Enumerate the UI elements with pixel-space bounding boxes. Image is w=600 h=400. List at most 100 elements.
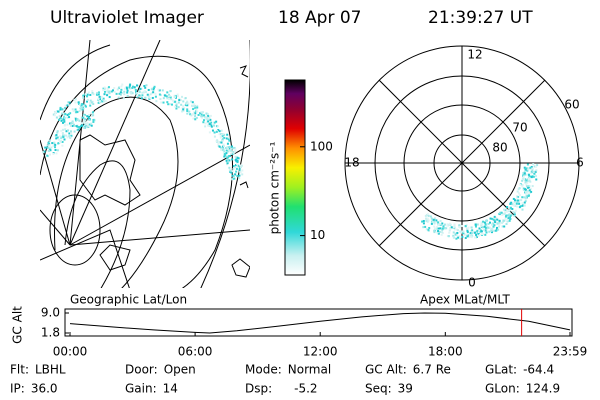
emission-pixel [240,164,243,167]
emission-pixel [74,98,77,101]
emission-pixel [82,96,85,99]
emission-pixel [508,217,511,220]
emission-pixel [525,185,528,188]
lat-label: 70 [512,121,527,135]
emission-pixel [195,110,198,113]
emission-pixel [512,210,515,213]
emission-pixel [434,227,437,230]
emission-pixel [496,222,499,225]
emission-pixel [85,126,88,129]
emission-pixel [437,221,440,224]
emission-pixel [441,228,444,231]
emission-pixel [466,229,469,232]
emission-pixel [480,230,483,233]
emission-pixel [504,211,507,214]
emission-pixel [504,215,507,218]
emission-pixel [186,112,189,115]
emission-pixel [525,196,528,199]
emission-pixel [193,114,196,117]
emission-pixel [200,111,203,114]
emission-pixel [169,103,172,106]
emission-pixel [74,101,77,104]
emission-pixel [535,175,538,178]
emission-pixel [479,230,482,233]
emission-pixel [141,91,144,94]
emission-pixel [47,146,50,149]
emission-pixel [516,202,519,205]
emission-pixel [447,235,450,238]
emission-pixel [464,236,467,239]
emission-pixel [522,188,525,191]
emission-pixel [518,192,521,195]
emission-pixel [52,144,55,147]
emission-pixel [67,113,70,116]
info-label: Mode: [245,363,282,377]
emission-pixel [48,144,51,147]
emission-pixel [433,222,436,225]
emission-pixel [59,108,62,111]
emission-pixel [68,104,71,107]
emission-pixel [70,122,73,125]
emission-pixel [129,83,132,86]
emission-pixel [471,232,474,235]
info-value: 36.0 [31,382,58,396]
emission-pixel [54,149,57,152]
emission-pixel [525,183,528,186]
emission-pixel [52,113,55,116]
emission-pixel [83,121,86,124]
emission-pixel [46,154,49,157]
emission-pixel [446,224,449,227]
emission-pixel [491,222,494,225]
emission-pixel [201,111,204,114]
emission-pixel [452,226,455,229]
emission-pixel [84,118,87,121]
emission-pixel [528,176,531,179]
emission-pixel [509,202,512,205]
emission-pixel [498,221,501,224]
emission-pixel [462,230,465,233]
emission-pixel [508,215,511,218]
emission-pixel [59,106,62,109]
emission-pixel [69,112,72,115]
emission-pixel [488,230,491,233]
emission-pixel [506,206,509,209]
emission-pixel [218,133,221,136]
emission-pixel [506,219,509,222]
emission-pixel [527,195,530,198]
emission-pixel [54,146,57,149]
emission-pixel [448,231,451,234]
emission-pixel [504,219,507,222]
emission-pixel [131,86,134,89]
emission-pixel [106,90,109,93]
emission-pixel [88,118,91,121]
emission-pixel [102,89,105,92]
emission-pixel [154,92,157,95]
emission-pixel [61,132,64,135]
emission-pixel [511,208,514,211]
emission-pixel [222,133,225,136]
emission-pixel [74,125,77,128]
emission-pixel [108,92,111,95]
emission-pixel [62,121,65,124]
info-value: Normal [288,363,331,377]
emission-pixel [147,88,150,91]
emission-pixel [430,218,433,221]
emission-pixel [97,98,100,101]
emission-pixel [229,170,232,173]
emission-pixel [441,231,444,234]
emission-pixel [96,92,99,95]
geographic-map [40,40,250,288]
emission-pixel [58,141,61,144]
emission-pixel [159,94,162,97]
lat-label: 60 [564,98,579,112]
emission-pixel [457,236,460,239]
emission-pixel [535,169,538,172]
emission-pixel [209,118,212,121]
emission-pixel [117,96,120,99]
emission-pixel [100,95,103,98]
emission-pixel [495,228,498,231]
emission-pixel [481,226,484,229]
emission-pixel [527,180,530,183]
colorbar-tick-label: 10 [310,228,325,242]
